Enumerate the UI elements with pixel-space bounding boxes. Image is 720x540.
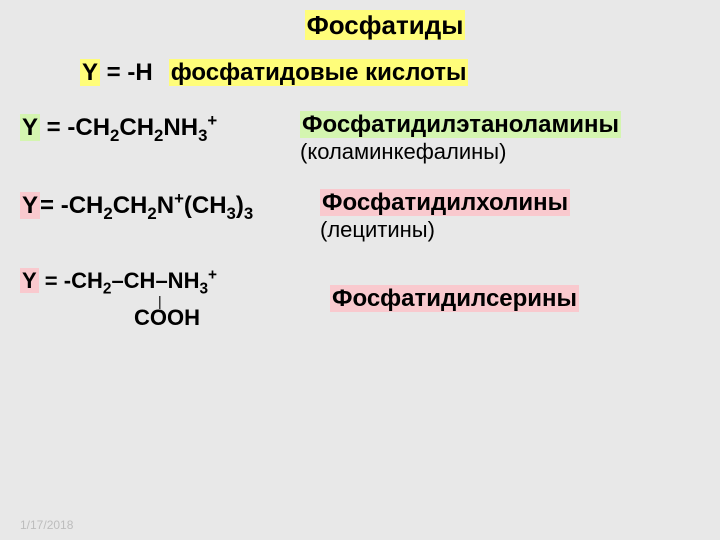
formula-text: -CH2CH2N+(CH3)3	[61, 192, 254, 219]
eq-text: =	[39, 268, 64, 293]
formula-1: Y = -Н	[80, 59, 153, 87]
formula-3: Y= -CH2CH2N+(CH3)3	[20, 189, 320, 224]
formula-text: -CH2CH2NH3+	[67, 114, 217, 141]
y-var: Y	[20, 114, 40, 141]
eq-text: =	[40, 192, 61, 219]
formula-text: -Н	[127, 59, 152, 86]
entry-row-1: Y = -Н фосфатидовые кислоты	[80, 59, 700, 87]
eq-text: =	[40, 114, 67, 141]
name-1: фосфатидовые кислоты	[169, 59, 469, 87]
page-title: Фосфатиды	[305, 10, 466, 40]
name-label: Фосфатидилэтаноламины	[300, 111, 621, 138]
bond-line: |	[158, 298, 330, 305]
name-label: фосфатидовые кислоты	[169, 59, 469, 86]
formula-line1: -CH2–CH–NH3+	[64, 268, 217, 293]
name-3: Фосфатидилхолины	[320, 189, 570, 217]
note-3: (лецитины)	[320, 217, 570, 243]
formula-cooh: COOH	[134, 305, 330, 330]
entry-row-3: Y= -CH2CH2N+(CH3)3 Фосфатидилхолины (лец…	[20, 189, 700, 243]
y-var: Y	[20, 192, 40, 219]
y-var: Y	[20, 268, 39, 293]
y-var: Y	[80, 59, 100, 86]
note-2: (коламинкефалины)	[300, 139, 621, 165]
formula-2: Y = -CH2CH2NH3+	[20, 111, 300, 146]
name-2: Фосфатидилэтаноламины	[300, 111, 621, 139]
slide-date: 1/17/2018	[20, 518, 73, 532]
name-label: Фосфатидилхолины	[320, 189, 570, 216]
entry-row-4: Y = -CH2–CH–NH3+ | COOH Фосфатидилсерины	[20, 267, 700, 331]
name-label: Фосфатидилсерины	[330, 285, 579, 312]
entry-row-2: Y = -CH2CH2NH3+ Фосфатидилэтаноламины (к…	[20, 111, 700, 165]
name-4: Фосфатидилсерины	[330, 285, 579, 313]
eq-text: =	[100, 59, 127, 86]
formula-4: Y = -CH2–CH–NH3+ | COOH	[20, 267, 330, 331]
